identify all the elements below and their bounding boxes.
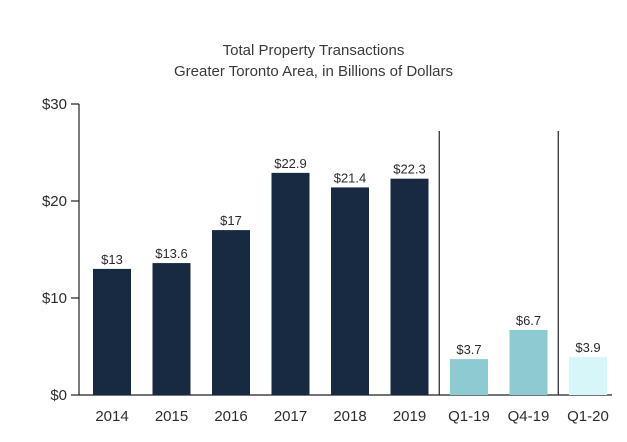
x-tick-label: Q1-19 (448, 408, 490, 425)
bar (212, 230, 250, 395)
bar (93, 268, 131, 395)
bar (152, 263, 191, 395)
x-tick-label: 2015 (155, 408, 188, 425)
x-tick-label: 2018 (333, 408, 366, 425)
x-tick-label: 2014 (95, 408, 128, 425)
data-label: $13.6 (155, 246, 188, 261)
bar (390, 178, 429, 395)
y-tick-label: $0 (50, 387, 67, 404)
bar (450, 359, 488, 395)
y-tick-label: $30 (42, 96, 67, 113)
data-label: $21.4 (334, 170, 367, 185)
bar (509, 330, 548, 395)
y-tick-label: $10 (42, 290, 67, 307)
bar (331, 187, 369, 395)
chart-title-block: Total Property Transactions Greater Toro… (0, 40, 627, 82)
chart-subtitle: Greater Toronto Area, in Billions of Dol… (173, 63, 454, 80)
x-tick-label: Q4-19 (508, 408, 550, 425)
labels: $13 2014 $13.6 2015 $17 2016 $22.9 2017 $21.4 201… (95, 156, 609, 425)
group-separators (438, 131, 559, 395)
y-tick-label: $20 (42, 193, 67, 210)
x-tick-label: 2019 (393, 408, 426, 425)
x-tick-label: 2016 (214, 408, 247, 425)
data-label: $3.7 (456, 342, 481, 357)
data-label: $13 (101, 252, 123, 267)
bar (271, 172, 310, 395)
x-tick-label: Q1-20 (567, 408, 609, 425)
data-label: $17 (220, 213, 242, 228)
data-label: $22.3 (393, 162, 426, 177)
x-tick-label: 2017 (274, 408, 307, 425)
data-label: $3.9 (575, 340, 600, 355)
bars (93, 172, 607, 395)
chart-title: Total Property Transactions (222, 42, 405, 59)
data-label: $22.9 (274, 156, 307, 171)
bar (569, 357, 607, 395)
data-label: $6.7 (516, 313, 541, 328)
